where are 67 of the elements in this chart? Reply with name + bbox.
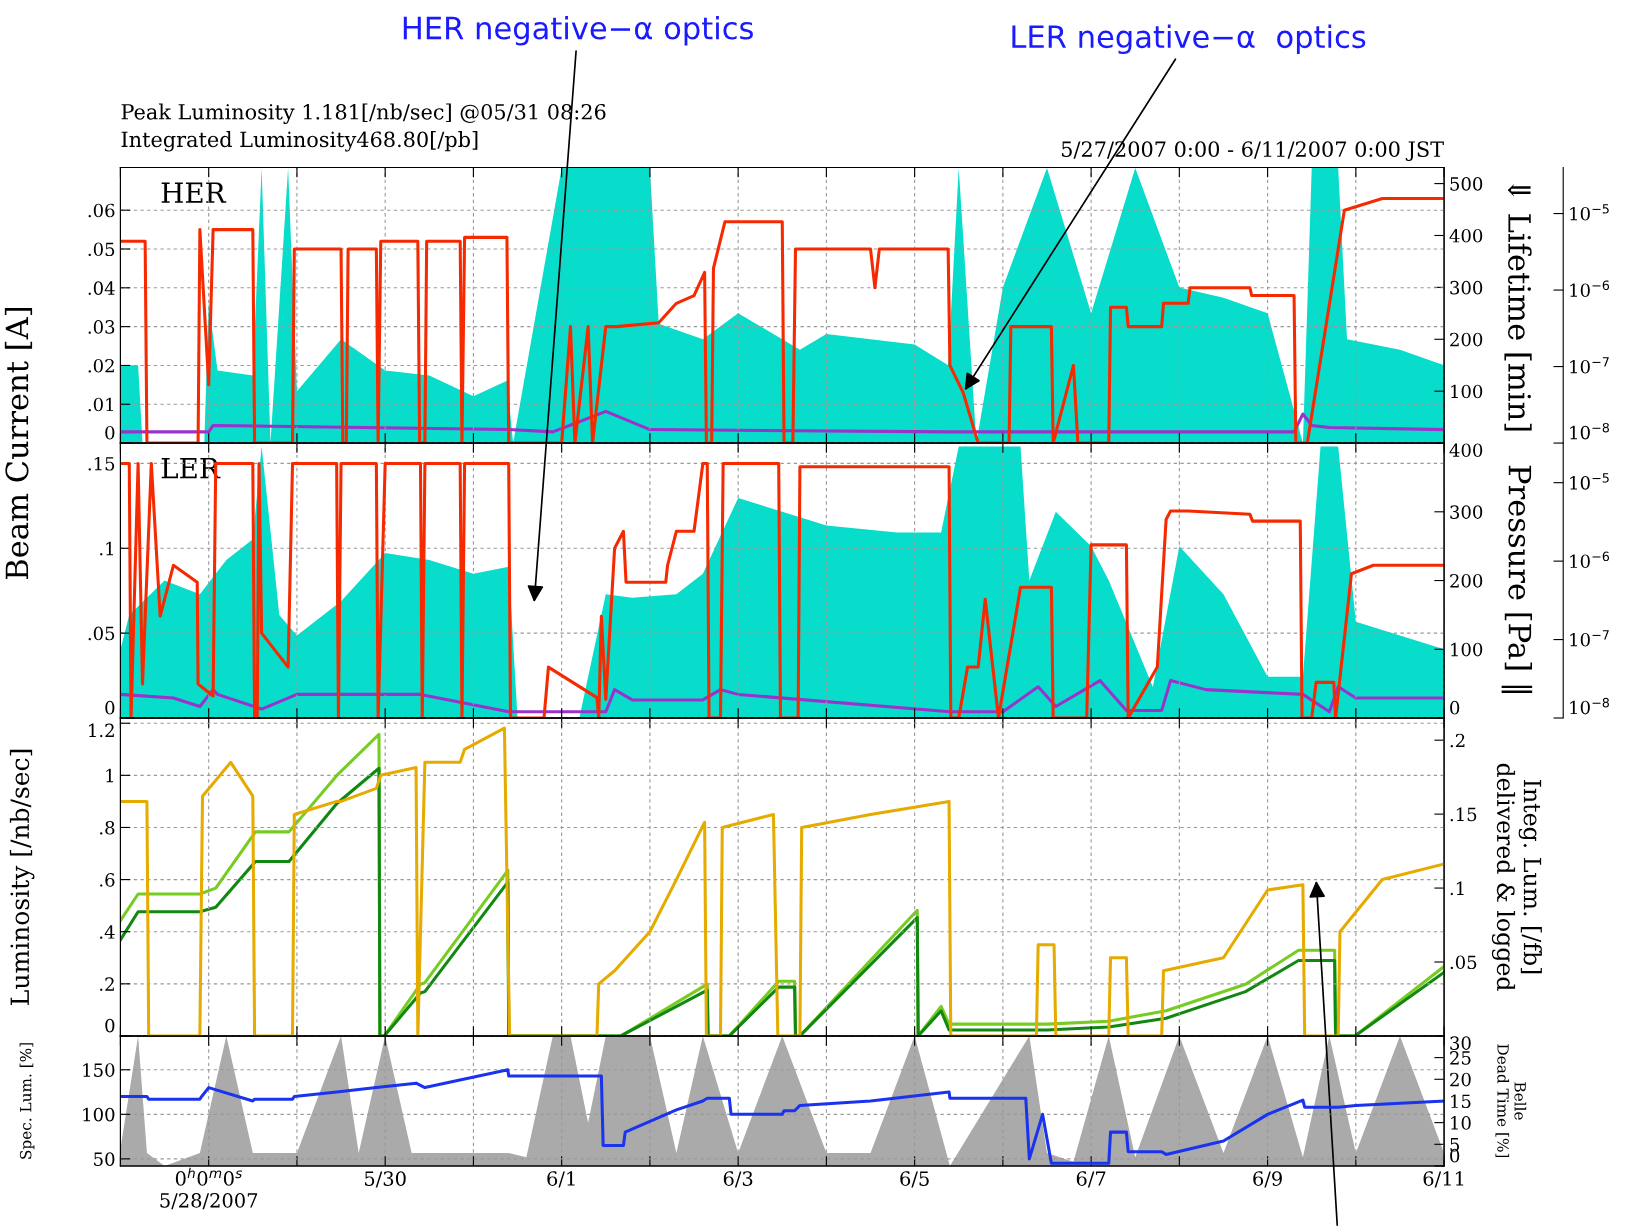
y2-tick-label: 30 (1450, 1036, 1471, 1050)
y2-tick-label: .1 (1450, 881, 1464, 896)
y2-tick-label: .15 (1450, 807, 1477, 822)
y2-tick-label: .2 (1450, 733, 1465, 748)
y2-tick-label: .05 (1450, 955, 1477, 970)
y3-tick-label: 10$^{−6}$ (1570, 280, 1610, 298)
y-axis-title: Spec. Lum. [%] (19, 1043, 35, 1159)
y-tick-label: .05 (88, 626, 115, 641)
text: Integrated Luminosity468.80[/pb] (121, 131, 478, 152)
y3-tick-label: 10$^{−7}$ (1570, 630, 1609, 647)
y2-tick-label: 200 (1450, 332, 1483, 347)
y-tick-label: .6 (100, 873, 115, 887)
x-tick-label: 6/1 (547, 1171, 575, 1188)
y2-tick-label: 100 (1451, 384, 1483, 399)
x-tick-label: 6/7 (1076, 1171, 1106, 1188)
y-tick-label: 0 (105, 425, 115, 440)
y2-tick-label: 100 (1451, 642, 1483, 657)
y-tick-label: .04 (88, 281, 115, 295)
y2-tick-label: 400 (1449, 443, 1483, 458)
y2-tick-label: 15 (1451, 1094, 1471, 1109)
y-tick-label: .15 (88, 456, 115, 471)
y2-tick-label: 300 (1450, 280, 1483, 295)
y-axis-title: Beam Current [A] (4, 308, 33, 580)
y-tick-label: 100 (83, 1107, 115, 1122)
y3-tick-label: 10$^{−7}$ (1570, 357, 1609, 374)
y-tick-label: 0 (105, 700, 115, 715)
y2-tick-label: 200 (1450, 574, 1483, 588)
annotation: HER (161, 182, 227, 203)
x-tick-label: 6/5 (900, 1171, 929, 1188)
y-axis-title: Luminosity [/nb/sec] (9, 749, 35, 1005)
x-tick-label: 6/11 (1423, 1171, 1464, 1188)
y2-tick-label: 500 (1450, 177, 1483, 191)
y2-tick-label: 400 (1449, 228, 1483, 243)
y-tick-label: .4 (100, 925, 115, 939)
y3-tick-label: 10$^{−8}$ (1570, 422, 1609, 440)
y-tick-label: 150 (83, 1063, 115, 1077)
y-tick-label: .03 (88, 320, 115, 334)
y2-tick-label: 25 (1450, 1051, 1471, 1065)
y-tick-label: .2 (100, 977, 114, 991)
y-tick-label: .8 (100, 820, 115, 835)
y2-tick-label: 0 (1450, 700, 1460, 715)
y3-tick-label: 10$^{−5}$ (1570, 473, 1609, 490)
x-tick-label: 5/30 (365, 1171, 406, 1188)
y3-tick-label: 10$^{−8}$ (1570, 697, 1609, 715)
y2-tick-label: 10 (1451, 1116, 1471, 1130)
y2-axis-title: ⇓ Lifetime [min] (1504, 183, 1532, 431)
y-tick-label: .05 (88, 242, 115, 257)
y2-tick-label: 300 (1450, 505, 1483, 519)
y-tick-label: 1 (106, 768, 114, 783)
y-tick-label: .1 (100, 541, 114, 556)
y3-axis-title: Pressure [Pa] ‖ (1501, 465, 1533, 694)
y-tick-label: .06 (88, 203, 115, 218)
y3-tick-label: 10$^{−5}$ (1570, 204, 1609, 221)
y2-tick-label: 20 (1450, 1072, 1471, 1087)
y2-axis-title: Belle Dead Time [%] (1495, 1044, 1527, 1158)
x-tick-label: 6/3 (723, 1171, 753, 1188)
y-tick-label: 0 (105, 1018, 115, 1033)
y2-axis-title: Integ. Lum. [/fb] delivered & logged (1491, 763, 1542, 991)
y-tick-label: 50 (94, 1152, 115, 1166)
y-tick-label: .01 (88, 397, 114, 412)
x-tick-label: 0$^{h}$0$^{m}$0$^{s}$ 5/28/2007 (160, 1167, 258, 1210)
y-tick-label: 1.2 (89, 723, 114, 738)
y3-tick-label: 10$^{−6}$ (1570, 551, 1610, 569)
x-tick-label: 6/9 (1253, 1171, 1282, 1188)
annotation: LER negative−α optics (1012, 24, 1366, 55)
y-tick-label: .02 (88, 358, 114, 373)
text: HER negative−α optics (403, 15, 753, 46)
